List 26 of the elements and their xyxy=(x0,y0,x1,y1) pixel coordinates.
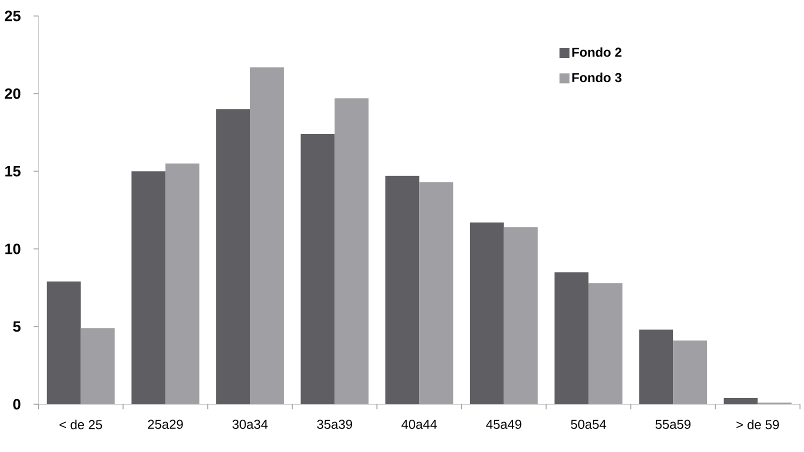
y-tick-label: 0 xyxy=(13,398,20,410)
y-tick-label: 10 xyxy=(5,244,20,254)
bar xyxy=(554,272,588,404)
bar xyxy=(724,398,758,404)
bar xyxy=(131,171,166,404)
x-tick-label: 25a29 xyxy=(148,420,183,429)
x-tick-label: 35a39 xyxy=(317,420,352,429)
y-tick-label: 15 xyxy=(5,166,21,176)
bar xyxy=(300,134,335,404)
legend-label: Fondo 3 xyxy=(572,72,622,82)
x-tick-label: > de 59 xyxy=(736,420,779,430)
bar xyxy=(470,222,504,404)
bar xyxy=(385,176,420,404)
x-tick-label: 50a54 xyxy=(570,420,606,429)
y-tick-label: 20 xyxy=(4,88,20,99)
x-tick-label: 40a44 xyxy=(401,420,437,429)
x-tick-label: < de 25 xyxy=(60,420,102,430)
legend-label: Fondo 2 xyxy=(572,47,622,57)
bar xyxy=(46,281,81,404)
y-tick-label: 5 xyxy=(13,321,21,332)
x-tick-label: 30a34 xyxy=(232,420,268,429)
x-tick-label: 45a49 xyxy=(486,420,522,429)
bar xyxy=(639,330,674,404)
x-tick-label: 55a59 xyxy=(656,420,690,429)
bar xyxy=(216,109,250,404)
y-tick-label: 25 xyxy=(4,10,21,22)
